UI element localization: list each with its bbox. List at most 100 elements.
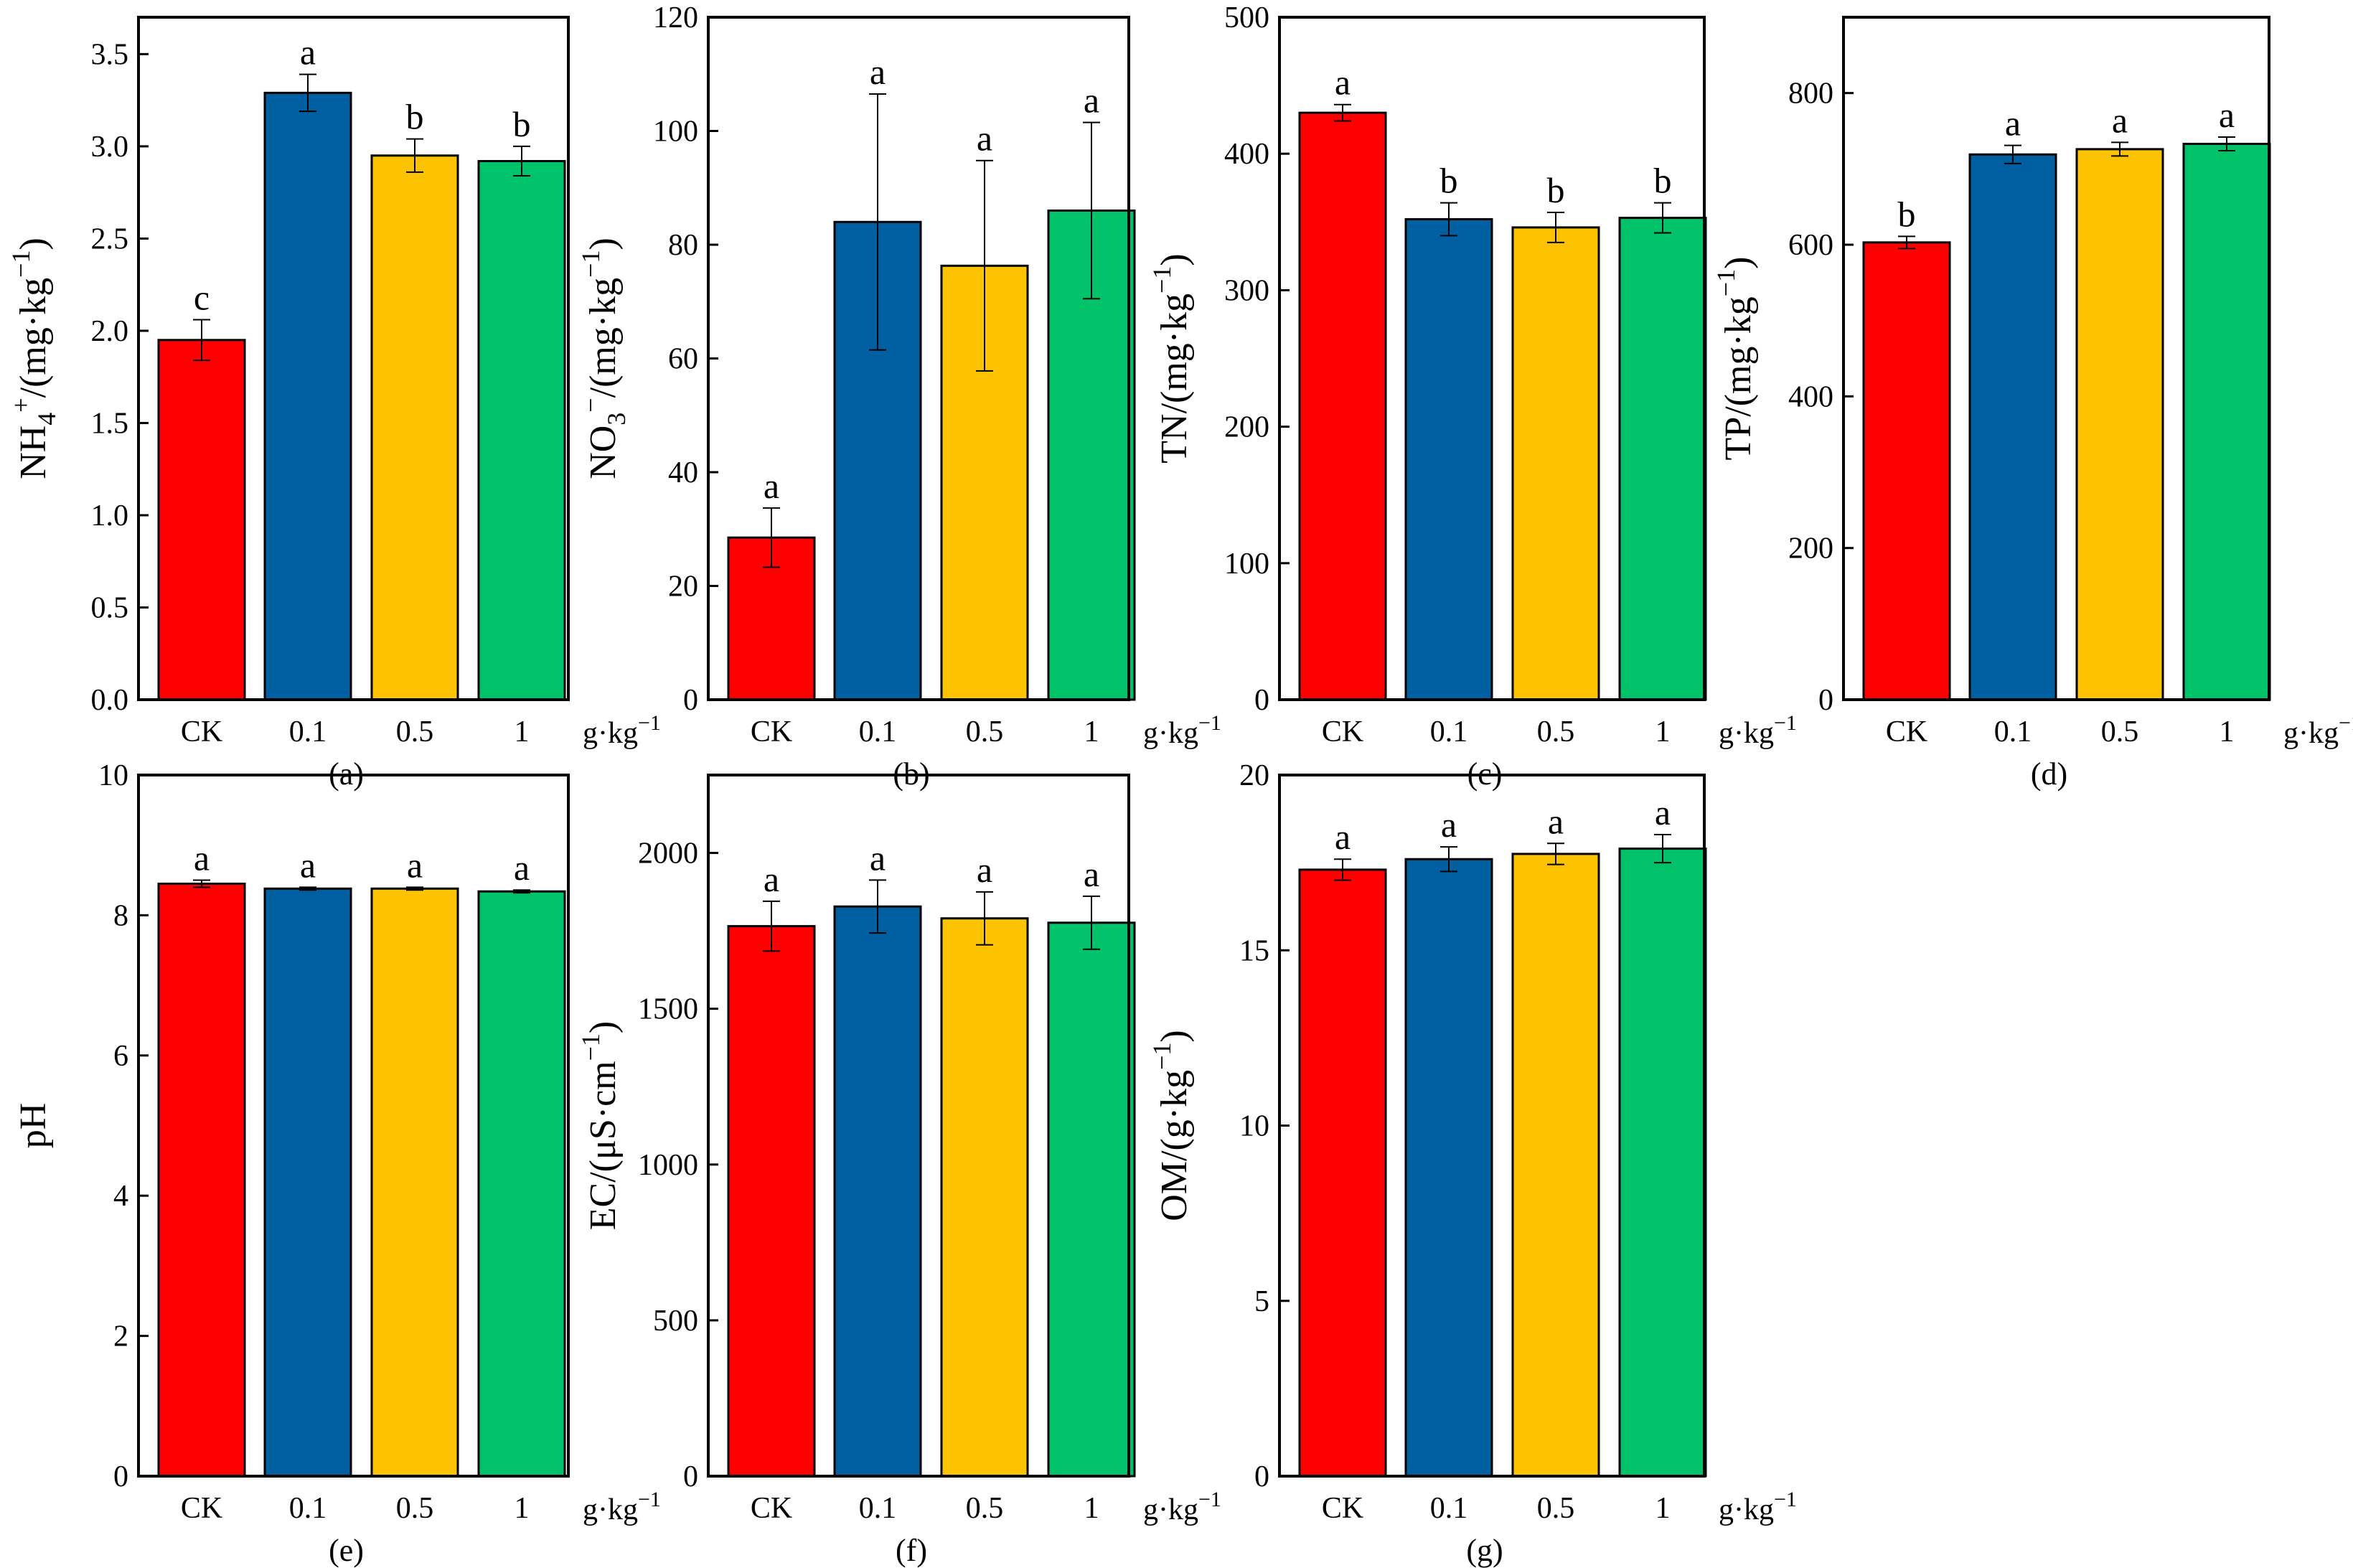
- x-unit-label: g·kg−1: [583, 711, 661, 750]
- x-tick-label: 1: [1655, 715, 1671, 748]
- y-axis-label-rest-superscript: −1: [6, 250, 35, 278]
- y-tick-label: 800: [1788, 78, 1833, 111]
- y-axis-label-superscript: −: [576, 398, 605, 412]
- y-axis-label-main: TN: [1154, 413, 1195, 463]
- y-tick-label: 2.5: [91, 222, 129, 255]
- y-axis-label-rest: /(g·kg: [1154, 1070, 1195, 1161]
- significance-label: a: [300, 32, 316, 72]
- significance-label: a: [1084, 80, 1099, 121]
- y-axis-label-rest: /(mg·kg: [1154, 294, 1195, 414]
- y-tick-label: 10: [1239, 1110, 1269, 1143]
- y-axis-label-rest: /(mg·kg: [13, 278, 54, 398]
- panel-caption: (f): [896, 1533, 927, 1568]
- bar: [2182, 142, 2271, 701]
- x-tick-label: CK: [181, 715, 222, 748]
- bar: [940, 917, 1029, 1478]
- bar: [477, 890, 566, 1478]
- y-tick-label: 10: [98, 759, 128, 792]
- x-tick-label: 0.5: [966, 1492, 1004, 1525]
- x-tick-label: 0.1: [289, 1492, 327, 1525]
- x-tick-label: 0.5: [396, 715, 434, 748]
- y-tick-label: 0: [1818, 684, 1833, 717]
- y-tick-label: 4: [113, 1180, 128, 1213]
- y-axis-label-main: EC: [583, 1183, 624, 1230]
- panel-a: c CK a 0.1 b 0.5 b 1 0.0 0.5 1.0 1.5 2.0 2.5 3.0 3.5 g·k…: [6, 16, 661, 792]
- x-unit-label: g·kg−1: [1143, 1488, 1221, 1526]
- bar: [1298, 111, 1387, 701]
- panel-caption: (e): [329, 1533, 364, 1568]
- x-unit-superscript: −1: [1198, 711, 1221, 735]
- y-axis-label: EC/(μS·cm−1): [576, 1021, 624, 1231]
- significance-label: b: [1440, 161, 1458, 201]
- y-axis-label-end: ): [583, 1021, 624, 1033]
- y-tick-label: 100: [653, 116, 698, 149]
- x-tick-label: 1: [1084, 715, 1099, 748]
- y-tick-label: 3.5: [91, 38, 129, 71]
- y-tick-label: 200: [1788, 532, 1833, 565]
- y-axis-label-main: NO: [583, 426, 624, 479]
- y-axis-label: pH: [13, 1103, 54, 1149]
- y-tick-label: 6: [113, 1040, 128, 1073]
- bar: [1618, 848, 1707, 1478]
- x-tick-label: 0.1: [1430, 1492, 1468, 1525]
- y-tick-label: 2.0: [91, 315, 129, 348]
- significance-label: b: [1898, 194, 1916, 234]
- y-tick-label: 5: [1254, 1285, 1269, 1318]
- panel-b: aCKa0.1a0.5a1020406080100120g·kg−1(b)NO3…: [576, 1, 1221, 792]
- y-tick-label: 200: [1224, 411, 1269, 444]
- x-tick-label: 0.5: [396, 1492, 434, 1525]
- y-tick-label: 600: [1788, 229, 1833, 262]
- y-tick-label: 0.0: [91, 684, 129, 717]
- y-axis-label-end: ): [1154, 253, 1195, 266]
- y-tick-label: 0.5: [91, 591, 129, 624]
- y-tick-label: 40: [668, 456, 698, 489]
- bar: [370, 154, 459, 701]
- panel-c: aCKb0.1b0.5b10100200300400500g·kg−1(c)TN…: [1147, 1, 1797, 792]
- significance-label: a: [1548, 801, 1564, 841]
- y-axis-label: NH4+/(mg·kg−1): [6, 238, 61, 479]
- significance-label: b: [513, 104, 531, 144]
- x-tick-label: 0.5: [2101, 715, 2139, 748]
- significance-label: a: [977, 850, 992, 890]
- x-tick-label: 1: [515, 715, 530, 748]
- plot-frame: [1842, 16, 2270, 701]
- y-tick-label: 3.0: [91, 131, 129, 164]
- significance-label: a: [764, 466, 779, 506]
- y-axis-label-end: ): [1718, 257, 1759, 269]
- x-tick-label: CK: [1886, 715, 1927, 748]
- x-tick-label: CK: [181, 1492, 222, 1525]
- bar: [727, 925, 816, 1478]
- y-tick-label: 120: [653, 1, 698, 34]
- bar: [477, 159, 566, 701]
- x-tick-label: 0.1: [1430, 715, 1468, 748]
- y-tick-label: 0: [683, 684, 698, 717]
- x-unit-superscript: −1: [638, 1488, 661, 1511]
- y-axis-label-end: ): [583, 238, 624, 250]
- y-axis-label-subscript: 3: [602, 413, 631, 426]
- significance-label: a: [764, 859, 779, 899]
- y-tick-label: 100: [1224, 548, 1269, 581]
- x-unit-superscript: −1: [1774, 711, 1797, 735]
- panel-caption: (d): [2031, 756, 2067, 792]
- plot-frame: [137, 774, 570, 1478]
- y-tick-label: 500: [1224, 1, 1269, 34]
- x-unit-label: g·kg−1: [2283, 711, 2353, 750]
- plot-frame: [1278, 16, 1706, 701]
- y-axis-label-rest: /(mg·kg: [1718, 296, 1759, 417]
- significance-label: a: [1335, 62, 1351, 103]
- x-tick-label: CK: [751, 1492, 792, 1525]
- x-unit-superscript: −1: [2339, 711, 2353, 735]
- y-tick-label: 0: [683, 1460, 698, 1493]
- y-tick-label: 60: [668, 343, 698, 376]
- x-tick-label: 1: [515, 1492, 530, 1525]
- significance-label: a: [300, 845, 316, 885]
- y-tick-label: 0: [1254, 684, 1269, 717]
- x-tick-label: 1: [1084, 1492, 1099, 1525]
- bar: [1618, 217, 1707, 701]
- significance-label: a: [870, 837, 886, 878]
- x-tick-label: CK: [1322, 715, 1363, 748]
- bar: [1862, 241, 1951, 701]
- bar: [263, 91, 352, 701]
- y-axis-label: OM/(g·kg−1): [1147, 1030, 1195, 1221]
- bar: [157, 882, 246, 1478]
